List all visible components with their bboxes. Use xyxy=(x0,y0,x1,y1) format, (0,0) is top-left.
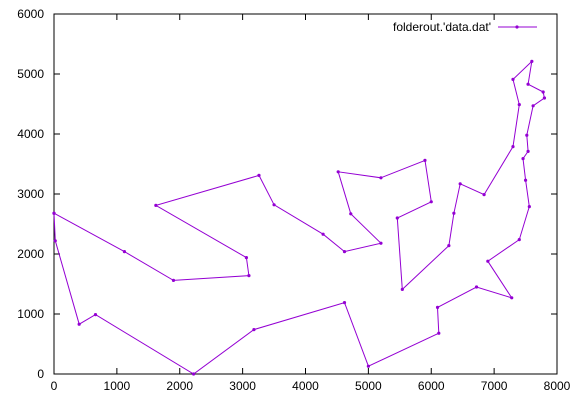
x-tick-label: 2000 xyxy=(166,379,193,393)
data-point xyxy=(400,287,404,291)
data-point xyxy=(541,90,545,94)
data-point xyxy=(321,232,325,236)
data-point xyxy=(517,238,521,242)
data-point xyxy=(122,250,127,254)
series-layer xyxy=(52,59,547,376)
y-tick-label: 1000 xyxy=(17,307,44,321)
x-tick-label: 3000 xyxy=(229,379,256,393)
data-point xyxy=(527,205,531,209)
data-point xyxy=(244,256,248,260)
data-point xyxy=(510,296,514,300)
data-point xyxy=(517,103,521,107)
x-tick-label: 7000 xyxy=(481,379,508,393)
x-tick-label: 4000 xyxy=(292,379,319,393)
data-point xyxy=(526,149,530,153)
data-point xyxy=(379,241,383,245)
data-point xyxy=(342,250,347,254)
legend-marker xyxy=(515,25,519,29)
y-tick-label: 6000 xyxy=(17,7,44,21)
x-tick-label: 1000 xyxy=(104,379,131,393)
data-point xyxy=(523,178,528,182)
y-tick-label: 5000 xyxy=(17,67,44,81)
data-point xyxy=(486,259,490,263)
data-point xyxy=(395,216,399,220)
data-point xyxy=(349,212,353,216)
data-point xyxy=(530,59,534,64)
data-point xyxy=(171,278,176,282)
data-point xyxy=(53,239,57,243)
y-tick-label: 4000 xyxy=(17,127,44,141)
series-line xyxy=(53,60,545,375)
legend-label: folderout.'data.dat' xyxy=(393,20,491,34)
data-point xyxy=(511,145,515,149)
data-point xyxy=(191,372,196,376)
plot-frame xyxy=(53,13,558,375)
data-point xyxy=(252,328,256,332)
x-axis-ticks: 0 1000 2000 3000 4000 5000 6000 7000 8000 xyxy=(51,14,571,393)
data-point xyxy=(272,203,276,207)
y-tick-label: 0 xyxy=(37,367,44,381)
legend: folderout.'data.dat' xyxy=(393,20,537,34)
data-point xyxy=(366,364,370,368)
data-point xyxy=(257,173,261,177)
data-point xyxy=(482,193,486,197)
data-point xyxy=(336,170,340,174)
data-point xyxy=(474,285,479,289)
data-point xyxy=(52,211,56,215)
x-tick-label: 6000 xyxy=(418,379,445,393)
y-tick-label: 3000 xyxy=(17,187,44,201)
data-point xyxy=(435,305,440,309)
data-point xyxy=(379,176,383,180)
x-tick-label: 0 xyxy=(51,379,58,393)
data-point xyxy=(525,133,529,137)
data-point xyxy=(452,211,456,215)
data-point xyxy=(93,313,98,317)
data-point xyxy=(342,301,347,305)
data-point xyxy=(526,82,530,86)
y-axis-ticks: 0 1000 2000 3000 4000 5000 6000 xyxy=(17,7,557,381)
data-point xyxy=(429,200,433,204)
x-tick-label: 5000 xyxy=(355,379,382,393)
data-point xyxy=(154,203,158,207)
data-point xyxy=(77,322,81,326)
data-point xyxy=(447,244,451,248)
data-point xyxy=(542,96,547,100)
data-point xyxy=(247,274,251,278)
data-point xyxy=(458,182,462,186)
y-tick-label: 2000 xyxy=(17,247,44,261)
data-point xyxy=(423,158,427,162)
data-point xyxy=(511,77,515,81)
data-point xyxy=(531,104,535,108)
x-tick-label: 8000 xyxy=(544,379,571,393)
data-point xyxy=(437,331,441,335)
data-point xyxy=(521,157,525,161)
